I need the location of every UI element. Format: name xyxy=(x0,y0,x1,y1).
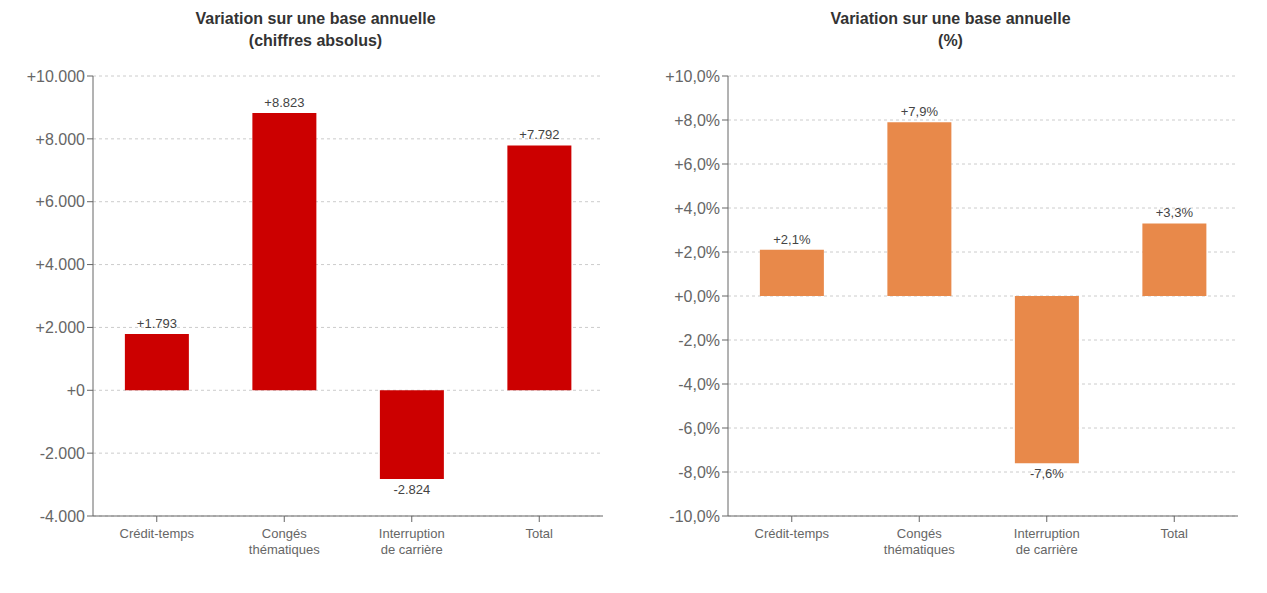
svg-text:Total: Total xyxy=(1161,526,1189,541)
html-text:Variation sur une base annuell: Variation sur une base annuelle xyxy=(195,10,436,27)
svg-text:-6,0%: -6,0% xyxy=(678,420,720,437)
svg-text:Interruptionde carrière: Interruptionde carrière xyxy=(1014,526,1080,557)
svg-text:+1.793: +1.793 xyxy=(137,316,177,331)
svg-text:-2.824: -2.824 xyxy=(393,482,430,497)
svg-text:+2.000: +2.000 xyxy=(36,319,85,336)
svg-text:+8.823: +8.823 xyxy=(264,95,304,110)
svg-text:+3,3%: +3,3% xyxy=(1156,205,1194,220)
svg-text:+8,0%: +8,0% xyxy=(674,112,720,129)
svg-text:Congésthématiques: Congésthématiques xyxy=(884,526,955,557)
svg-text:+10.000: +10.000 xyxy=(27,68,85,85)
svg-text:-2,0%: -2,0% xyxy=(678,332,720,349)
svg-text:-10,0%: -10,0% xyxy=(669,508,720,525)
svg-text:+4.000: +4.000 xyxy=(36,256,85,273)
svg-text:+2,0%: +2,0% xyxy=(674,244,720,261)
svg-text:-8,0%: -8,0% xyxy=(678,464,720,481)
svg-text:Interruptionde carrière: Interruptionde carrière xyxy=(379,526,445,557)
svg-text:+6,0%: +6,0% xyxy=(674,156,720,173)
svg-text:Crédit-temps: Crédit-temps xyxy=(755,526,830,541)
svg-text:-4,0%: -4,0% xyxy=(678,376,720,393)
svg-text:+7.792: +7.792 xyxy=(519,127,559,142)
svg-text:+10,0%: +10,0% xyxy=(665,68,720,85)
svg-text:-7,6%: -7,6% xyxy=(1030,466,1064,481)
svg-text:Congésthématiques: Congésthématiques xyxy=(249,526,320,557)
svg-text:Crédit-temps: Crédit-temps xyxy=(120,526,195,541)
svg-text:-2.000: -2.000 xyxy=(40,445,85,462)
html-text:Variation sur une base annuell: Variation sur une base annuelle xyxy=(830,10,1071,27)
svg-text:-4.000: -4.000 xyxy=(40,508,85,525)
svg-text:+6.000: +6.000 xyxy=(36,193,85,210)
svg-text:+7,9%: +7,9% xyxy=(901,104,939,119)
svg-text:+2,1%: +2,1% xyxy=(773,232,811,247)
svg-text:+0,0%: +0,0% xyxy=(674,288,720,305)
svg-text:+4,0%: +4,0% xyxy=(674,200,720,217)
svg-text:+0: +0 xyxy=(67,382,85,399)
html-text:(chiffres absolus): (chiffres absolus) xyxy=(248,32,383,49)
svg-text:Total: Total xyxy=(526,526,554,541)
svg-text:+8.000: +8.000 xyxy=(36,131,85,148)
